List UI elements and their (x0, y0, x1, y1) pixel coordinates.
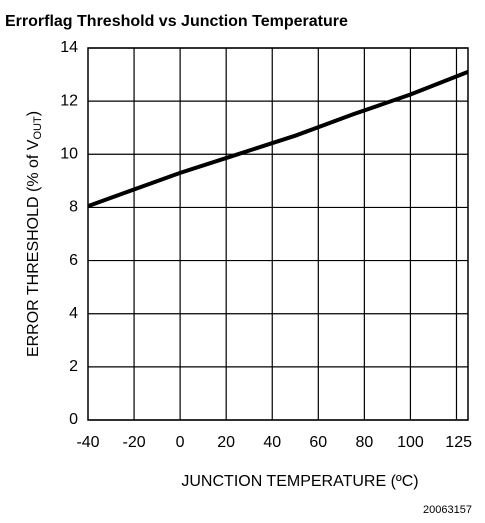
x-tick-label: 80 (355, 434, 373, 451)
y-tick-label: 8 (69, 199, 78, 216)
y-axis-label-end: ) (25, 111, 42, 116)
y-tick-label: 2 (69, 358, 78, 375)
x-tick-label: 0 (176, 434, 185, 451)
x-axis-label: JUNCTION TEMPERATURE (ºC) (181, 473, 418, 490)
chart-title: Errorflag Threshold vs Junction Temperat… (5, 13, 348, 30)
data-line (87, 70, 469, 208)
y-axis-label-main: ERROR THRESHOLD (% of V (25, 139, 42, 357)
x-tick-label: 40 (263, 434, 281, 451)
y-axis-label: ERROR THRESHOLD (% of VOUT) (25, 111, 44, 357)
figure-id: 20063157 (423, 504, 472, 516)
y-tick-label: 0 (69, 411, 78, 428)
y-axis-label-sub: OUT (32, 116, 44, 140)
y-tick-label: 12 (60, 92, 78, 109)
x-tick-label: -40 (76, 434, 99, 451)
x-tick-label: 125 (445, 434, 472, 451)
y-tick-label: 14 (60, 39, 78, 56)
y-tick-label: 6 (69, 252, 78, 269)
x-tick-label: 100 (397, 434, 424, 451)
y-tick-label: 10 (60, 146, 78, 163)
x-tick-label: -20 (122, 434, 145, 451)
plot-frame (87, 47, 469, 421)
y-tick-label: 4 (69, 305, 78, 322)
x-tick-label: 20 (217, 434, 235, 451)
x-tick-label: 60 (309, 434, 327, 451)
